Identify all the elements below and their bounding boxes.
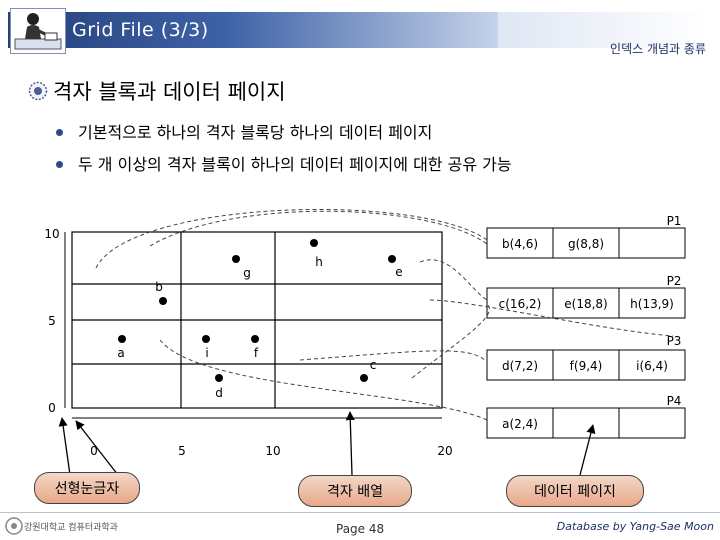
grid-point	[159, 297, 167, 305]
page-label: P4	[667, 394, 682, 408]
title-bar-extension	[498, 12, 710, 48]
point-label: h	[315, 255, 323, 269]
grid-point	[388, 255, 396, 263]
x-tick-label: 0	[90, 444, 98, 458]
x-tick-label: 20	[437, 444, 452, 458]
bullet-text: 두 개 이상의 격자 블록이 하나의 데이터 페이지에 대한 공유 가능	[78, 155, 512, 174]
footer-organization: 강원대학교 컴퓨터과학과	[24, 523, 118, 533]
page-number: Page 48	[336, 522, 385, 536]
grid-point	[215, 374, 223, 382]
linear-scale-callout: 선형눈금자	[34, 472, 140, 504]
grid-array-callout: 격자 배열	[298, 475, 412, 507]
page-cell: g(8,8)	[568, 237, 604, 251]
data-pages: P1 b(4,6) g(8,8) P2 c(16,2) e(18,8) h(13…	[486, 214, 686, 439]
page-cell: a(2,4)	[502, 417, 538, 431]
university-logo-icon	[4, 516, 44, 536]
grid-point	[118, 335, 126, 343]
page-cell: i(6,4)	[636, 359, 668, 373]
section-emblem-icon	[28, 81, 48, 101]
section-heading: 격자 블록과 데이터 페이지	[53, 80, 286, 104]
point-label: a	[117, 346, 124, 360]
page-label: P2	[667, 274, 682, 288]
grid-point	[310, 239, 318, 247]
grid-point	[360, 374, 368, 382]
y-tick-label: 5	[48, 314, 56, 328]
page-cell: e(18,8)	[564, 297, 607, 311]
point-label: e	[395, 265, 402, 279]
footer-credit: Database by Yang-Sae Moon	[556, 520, 714, 533]
point-label: c	[370, 358, 377, 372]
y-tick-label: 10	[44, 227, 59, 241]
point-label: b	[155, 280, 163, 294]
bullet-dot-icon	[56, 161, 63, 168]
grid-point	[202, 335, 210, 343]
x-tick-label: 10	[265, 444, 280, 458]
bullet-text: 기본적으로 하나의 격자 블록당 하나의 데이터 페이지	[78, 123, 433, 142]
professor-logo-icon	[10, 8, 66, 54]
grid-array	[71, 231, 443, 409]
point-label: g	[243, 266, 251, 280]
page-label: P1	[667, 214, 682, 228]
point-label: f	[254, 346, 259, 360]
point-label: i	[205, 346, 208, 360]
bullet-dot-icon	[56, 129, 63, 136]
callout-arrows	[58, 411, 596, 476]
page-label: P3	[667, 334, 682, 348]
page-cell: b(4,6)	[502, 237, 538, 251]
x-tick-label: 5	[178, 444, 186, 458]
page-cell: d(7,2)	[502, 359, 538, 373]
page-cell: h(13,9)	[630, 297, 674, 311]
grid-point	[251, 335, 259, 343]
grid-point	[232, 255, 240, 263]
cell-page-connectors	[95, 208, 674, 421]
page-cell: f(9,4)	[570, 359, 603, 373]
grid-points: a b i f d g h e c	[117, 239, 403, 400]
data-page-callout: 데이터 페이지	[506, 475, 644, 507]
title-bar	[8, 12, 498, 48]
slide-subject: 인덱스 개념과 종류	[610, 42, 706, 56]
page-cell: c(16,2)	[499, 297, 542, 311]
slide-title: Grid File (3/3)	[72, 19, 209, 41]
y-tick-label: 0	[48, 401, 56, 415]
footer-divider	[0, 512, 720, 513]
point-label: d	[215, 386, 223, 400]
